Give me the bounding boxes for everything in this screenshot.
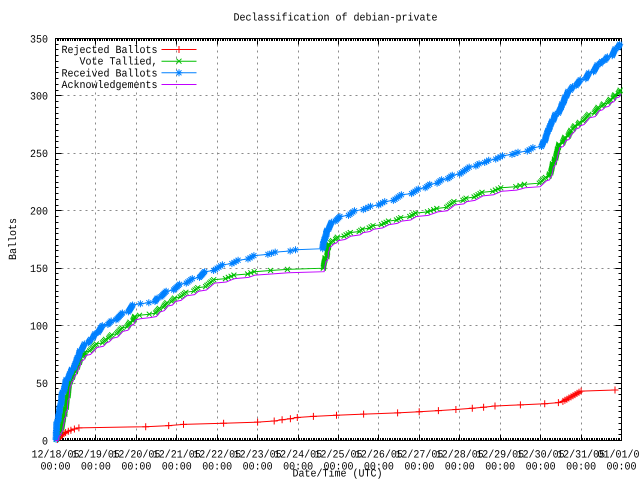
svg-text:00:00: 00:00 xyxy=(526,462,556,474)
svg-text:Vote Tallied,: Vote Tallied, xyxy=(80,57,158,69)
svg-text:300: 300 xyxy=(30,92,48,104)
svg-text:12/30/05: 12/30/05 xyxy=(517,450,565,462)
svg-text:00:00: 00:00 xyxy=(566,462,596,474)
svg-text:Rejected Ballots: Rejected Ballots xyxy=(62,45,158,57)
svg-text:00:00: 00:00 xyxy=(162,462,192,474)
svg-text:12/22/05: 12/22/05 xyxy=(193,450,241,462)
svg-text:00:00: 00:00 xyxy=(324,462,354,474)
svg-text:12/23/05: 12/23/05 xyxy=(234,450,282,462)
svg-text:250: 250 xyxy=(30,149,48,161)
svg-text:00:00: 00:00 xyxy=(607,462,637,474)
svg-text:12/20/05: 12/20/05 xyxy=(112,450,160,462)
svg-text:0: 0 xyxy=(42,436,48,448)
svg-text:00:00: 00:00 xyxy=(445,462,475,474)
svg-text:00:00: 00:00 xyxy=(485,462,515,474)
svg-text:200: 200 xyxy=(30,207,48,219)
svg-text:12/31/05: 12/31/05 xyxy=(557,450,605,462)
svg-text:00:00: 00:00 xyxy=(364,462,394,474)
svg-text:00:00: 00:00 xyxy=(283,462,313,474)
svg-text:Acknowledgements: Acknowledgements xyxy=(62,80,158,92)
svg-text:Declassification of debian-pri: Declassification of debian-private xyxy=(234,13,438,25)
svg-text:12/21/05: 12/21/05 xyxy=(153,450,201,462)
svg-text:150: 150 xyxy=(30,264,48,276)
svg-text:12/24/05: 12/24/05 xyxy=(274,450,322,462)
svg-text:100: 100 xyxy=(30,321,48,333)
svg-text:12/29/05: 12/29/05 xyxy=(476,450,524,462)
svg-text:12/18/05: 12/18/05 xyxy=(32,450,80,462)
svg-text:Date/Time (UTC): Date/Time (UTC) xyxy=(293,469,383,480)
svg-text:00:00: 00:00 xyxy=(404,462,434,474)
svg-text:Received Ballots: Received Ballots xyxy=(62,68,158,80)
svg-text:50: 50 xyxy=(36,379,48,391)
svg-text:12/28/05: 12/28/05 xyxy=(436,450,484,462)
svg-text:12/19/05: 12/19/05 xyxy=(72,450,120,462)
svg-text:12/27/05: 12/27/05 xyxy=(395,450,443,462)
svg-text:350: 350 xyxy=(30,34,48,46)
svg-text:12/26/05: 12/26/05 xyxy=(355,450,403,462)
svg-text:Ballots: Ballots xyxy=(8,218,20,260)
svg-text:01/01/06: 01/01/06 xyxy=(598,450,640,462)
svg-text:00:00: 00:00 xyxy=(202,462,232,474)
svg-text:00:00: 00:00 xyxy=(243,462,273,474)
svg-text:00:00: 00:00 xyxy=(41,462,71,474)
svg-text:00:00: 00:00 xyxy=(81,462,111,474)
svg-text:00:00: 00:00 xyxy=(121,462,151,474)
svg-text:12/25/05: 12/25/05 xyxy=(315,450,363,462)
